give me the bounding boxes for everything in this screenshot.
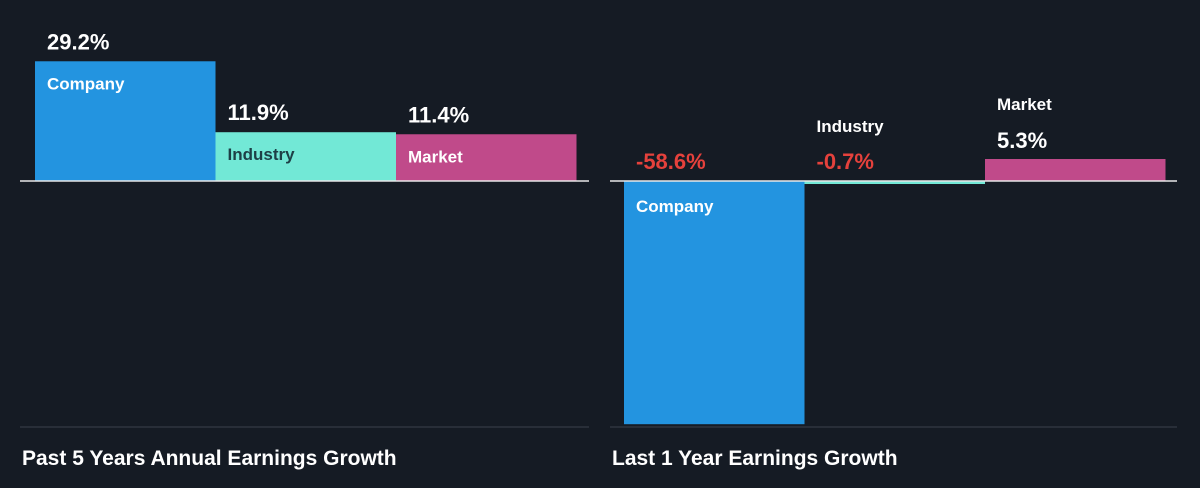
past-5-years-bar-market bbox=[396, 134, 577, 181]
last-1-year-chart-title: Last 1 Year Earnings Growth bbox=[612, 447, 898, 470]
last-1-year-value-label-company: -58.6% bbox=[636, 149, 706, 174]
last-1-year-panel: -58.6% Company -0.7% Industry 5.3% Market Last… bbox=[610, 95, 1177, 470]
last-1-year-bar-industry bbox=[804, 181, 985, 184]
past-5-years-value-label-company: 29.2% bbox=[47, 29, 109, 54]
last-1-year-value-label-industry: -0.7% bbox=[817, 149, 874, 174]
last-1-year-bar-market bbox=[985, 159, 1166, 181]
past-5-years-bar-company bbox=[35, 61, 216, 181]
past-5-years-category-label-market: Market bbox=[408, 147, 463, 166]
past-5-years-category-label-industry: Industry bbox=[228, 145, 296, 164]
past-5-years-chart-title: Past 5 Years Annual Earnings Growth bbox=[22, 447, 397, 470]
last-1-year-category-label-industry: Industry bbox=[817, 117, 885, 136]
past-5-years-category-label-company: Company bbox=[47, 74, 125, 93]
last-1-year-category-label-company: Company bbox=[636, 197, 714, 216]
last-1-year-category-label-market: Market bbox=[997, 95, 1052, 114]
past-5-years-value-label-industry: 11.9% bbox=[228, 100, 289, 125]
past-5-years-value-label-market: 11.4% bbox=[408, 102, 469, 127]
last-1-year-value-label-market: 5.3% bbox=[997, 128, 1047, 153]
past-5-years-bar-industry bbox=[215, 132, 396, 181]
last-1-year-bar-company bbox=[624, 181, 805, 425]
past-5-years-panel: 29.2% Company 11.9% Industry 11.4% Market Past… bbox=[20, 29, 589, 470]
